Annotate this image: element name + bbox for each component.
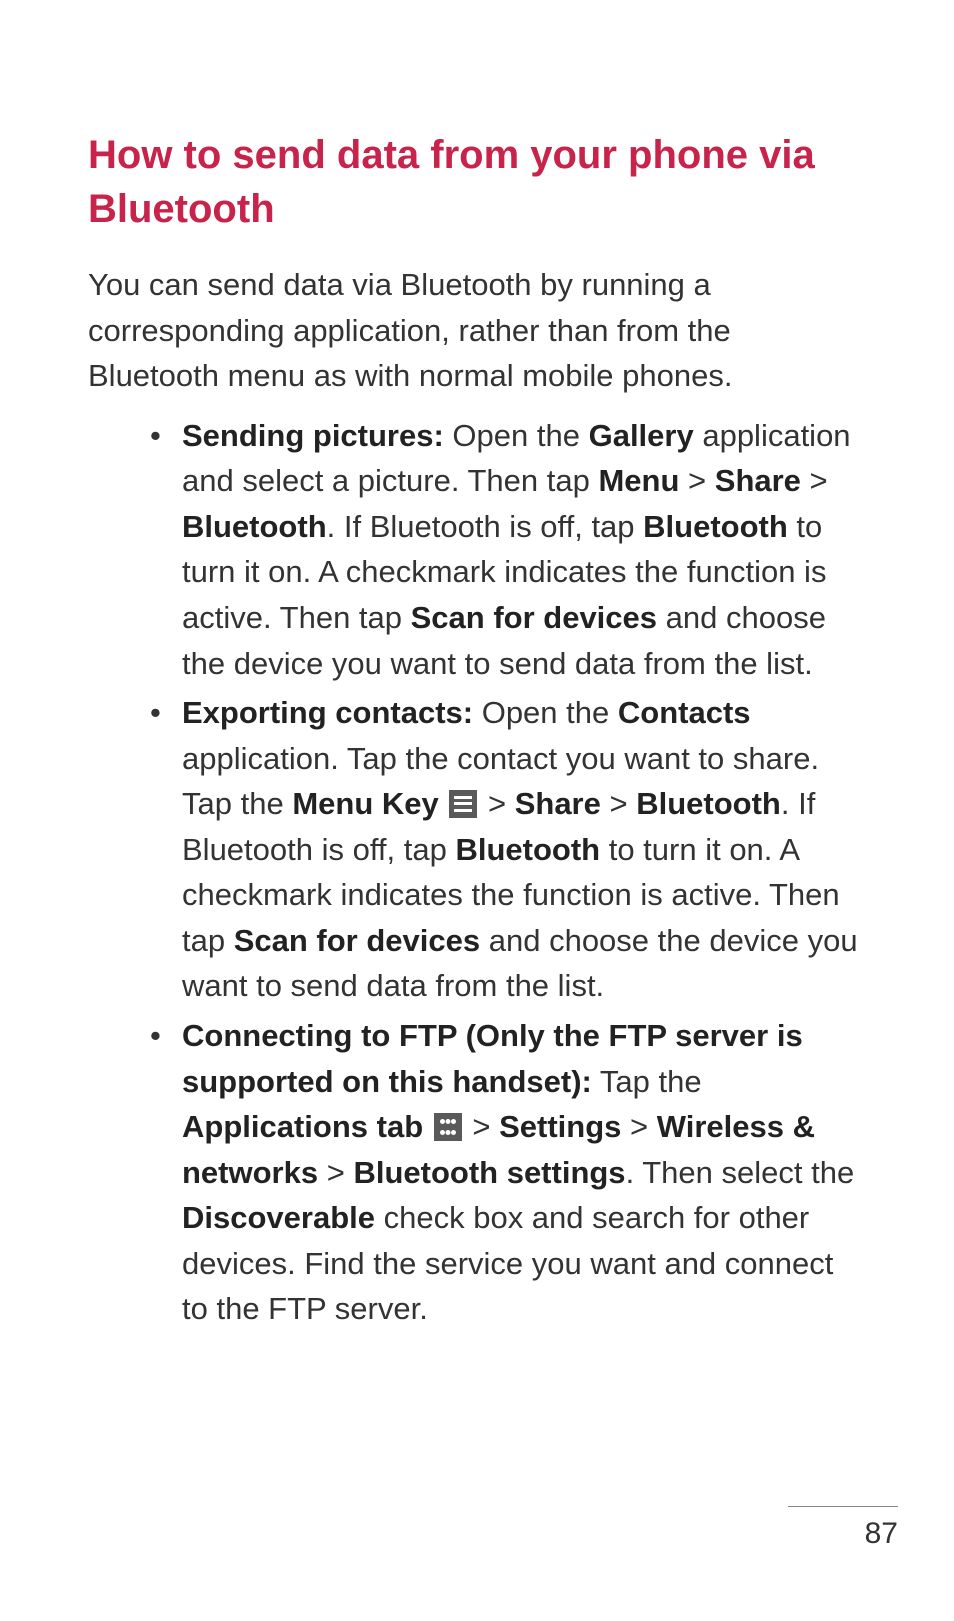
body-text: > [318,1155,353,1190]
lead-label: Connecting to FTP (Only the FTP server i… [182,1018,803,1099]
body-text: > [801,463,828,498]
ui-term: Scan for devices [234,923,480,958]
menu-icon [449,790,477,818]
list-item: Connecting to FTP (Only the FTP server i… [150,1013,866,1332]
ui-term: Discoverable [182,1200,375,1235]
list-item: Exporting contacts: Open the Contacts ap… [150,690,866,1009]
body-text: > [479,786,514,821]
ui-term: Bluetooth settings [353,1155,625,1190]
body-text: > [679,463,714,498]
lead-label: Exporting contacts: [182,695,473,730]
body-text: . If Bluetooth is off, tap [327,509,644,544]
page-rule [788,1506,898,1507]
body-text: > [464,1109,499,1144]
lead-label: Sending pictures: [182,418,444,453]
ui-term: Scan for devices [411,600,657,635]
list-item: Sending pictures: Open the Gallery appli… [150,413,866,686]
body-text: Tap the [592,1064,702,1099]
ui-term: Share [515,786,601,821]
ui-term: Gallery [589,418,694,453]
ui-term: Bluetooth [636,786,781,821]
manual-page: How to send data from your phone via Blu… [0,0,954,1621]
section-title: How to send data from your phone via Blu… [88,128,866,236]
body-text: . Then select the [626,1155,855,1190]
ui-term: Applications tab [182,1109,423,1144]
ui-term: Bluetooth [182,509,327,544]
body-text: Open the [444,418,589,453]
apps-icon [434,1113,462,1141]
instruction-list: Sending pictures: Open the Gallery appli… [88,413,866,1332]
page-number: 87 [865,1517,898,1551]
ui-term: Bluetooth [455,832,600,867]
ui-term: Contacts [618,695,751,730]
body-text: > [601,786,636,821]
ui-term: Settings [499,1109,621,1144]
ui-term: Menu Key [292,786,438,821]
ui-term: Share [715,463,801,498]
ui-term: Menu [598,463,679,498]
body-text: Open the [473,695,618,730]
ui-term: Bluetooth [643,509,788,544]
body-text: > [621,1109,656,1144]
intro-paragraph: You can send data via Bluetooth by runni… [88,262,866,399]
